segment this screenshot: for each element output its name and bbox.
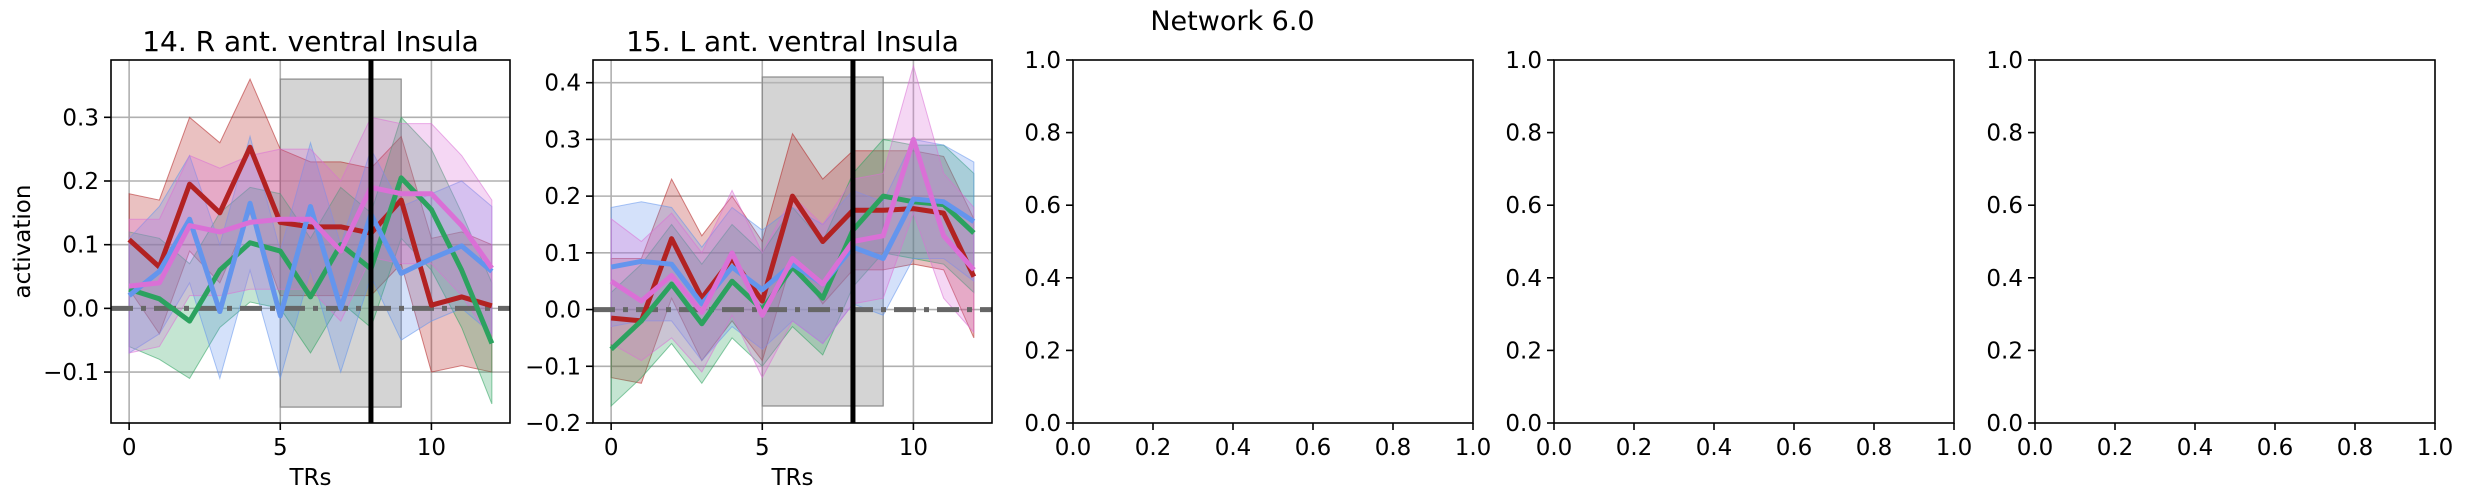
y-tick-label: 0.8 xyxy=(1505,121,1542,147)
y-tick-label: 0.2 xyxy=(62,169,99,195)
y-tick-label: 0.4 xyxy=(544,71,581,97)
y-tick-label: 0.1 xyxy=(544,241,581,267)
y-tick-label: 0.2 xyxy=(1986,338,2023,364)
axes-frame xyxy=(2034,59,2436,424)
panel-3: 0.0 0.2 0.4 0.6 0.8 1.0 0.0 0.2 0.4 0.6 0.8 1.0 xyxy=(1024,48,1491,461)
y-tick-label: 1.0 xyxy=(1986,48,2023,74)
y-tick-label: 0.8 xyxy=(1986,121,2023,147)
x-tick-label: 0.2 xyxy=(2097,435,2134,461)
panel-2: 0 5 10 −0.2 −0.1 0.0 0.1 0.2 0.3 0.4 15. L ant. ve… xyxy=(525,25,993,491)
y-tick-label: 1.0 xyxy=(1024,48,1061,74)
x-tick-label: 0 xyxy=(122,435,137,461)
plot-area xyxy=(111,60,510,423)
x-tick-label: 0.2 xyxy=(1616,435,1653,461)
x-tick-label: 10 xyxy=(899,435,928,461)
series-line-blue xyxy=(127,200,494,319)
x-tick-label: 5 xyxy=(755,435,770,461)
y-tick-label: 0.4 xyxy=(1986,266,2023,292)
y-tick-label: 0.0 xyxy=(1024,411,1061,437)
panel-5: 0.0 0.2 0.4 0.6 0.8 1.0 0.0 0.2 0.4 0.6 0.8 1.0 xyxy=(1986,48,2453,461)
series-line-green xyxy=(128,175,495,345)
plot-area xyxy=(593,60,992,423)
y-tick-label: 0.4 xyxy=(1024,266,1061,292)
y-axis-label: activation xyxy=(10,185,36,299)
y-tick-label: −0.1 xyxy=(43,360,99,386)
y-tick-label: −0.2 xyxy=(525,411,581,437)
y-tick-label: 0.0 xyxy=(1505,411,1542,437)
y-tick-label: 0.4 xyxy=(1505,266,1542,292)
series-line-violet xyxy=(128,184,494,289)
x-tick-label: 0.0 xyxy=(1536,435,1573,461)
confidence-band-green xyxy=(128,116,493,405)
x-tick-label: 0 xyxy=(604,435,619,461)
series-line-violet xyxy=(609,136,976,318)
y-tick-label: 1.0 xyxy=(1505,48,1542,74)
y-tick-label: 0.3 xyxy=(62,105,99,131)
y-tick-label: 0.8 xyxy=(1024,121,1061,147)
x-tick-label: 5 xyxy=(273,435,288,461)
x-tick-label: 0.6 xyxy=(2257,435,2294,461)
y-tick-label: −0.1 xyxy=(525,354,581,380)
y-tick-label: 0.6 xyxy=(1024,193,1061,219)
y-tick-label: 0.6 xyxy=(1986,193,2023,219)
x-tick-label: 0.2 xyxy=(1135,435,1172,461)
x-tick-label: 1.0 xyxy=(1936,435,1973,461)
y-tick-label: 0.2 xyxy=(1024,338,1061,364)
y-tick-label: 0.1 xyxy=(62,233,99,259)
y-tick-label: 0.2 xyxy=(544,184,581,210)
x-tick-label: 0.8 xyxy=(2337,435,2374,461)
axes-frame xyxy=(1072,59,1474,424)
x-tick-label: 0.4 xyxy=(2177,435,2214,461)
x-tick-label: 0.4 xyxy=(1696,435,1733,461)
panel-1: 0 5 10 −0.1 0.0 0.1 0.2 0.3 14. R ant. ventral I… xyxy=(10,25,511,491)
x-tick-label: 0.8 xyxy=(1375,435,1412,461)
y-tick-label: 0.0 xyxy=(62,296,99,322)
axes-frame xyxy=(110,59,511,424)
panel-title: 14. R ant. ventral Insula xyxy=(142,25,479,58)
series-line-blue xyxy=(610,196,976,307)
figure-suptitle: Network 6.0 xyxy=(1150,6,1315,37)
x-axis-label: TRs xyxy=(288,465,331,491)
y-tick-label: 0.6 xyxy=(1505,193,1542,219)
panel-title: 15. L ant. ventral Insula xyxy=(626,25,959,58)
series-line-red xyxy=(127,144,493,309)
y-tick-label: 0.0 xyxy=(544,298,581,324)
x-tick-label: 0.6 xyxy=(1776,435,1813,461)
y-tick-label: 0.3 xyxy=(544,127,581,153)
x-tick-label: 1.0 xyxy=(1455,435,1492,461)
series-line-red xyxy=(610,193,977,324)
y-tick-label: 0.2 xyxy=(1505,338,1542,364)
x-tick-label: 0.0 xyxy=(2017,435,2054,461)
x-tick-label: 0.8 xyxy=(1856,435,1893,461)
x-tick-label: 0.0 xyxy=(1055,435,1092,461)
panel-4: 0.0 0.2 0.4 0.6 0.8 1.0 0.0 0.2 0.4 0.6 0.8 1.0 xyxy=(1505,48,1972,461)
axes-frame xyxy=(592,59,993,424)
x-tick-label: 1.0 xyxy=(2417,435,2454,461)
x-tick-label: 0.6 xyxy=(1295,435,1332,461)
x-tick-label: 10 xyxy=(417,435,446,461)
y-tick-label: 0.0 xyxy=(1986,411,2023,437)
x-tick-label: 0.4 xyxy=(1215,435,1252,461)
axes-frame xyxy=(1553,59,1955,424)
x-axis-label: TRs xyxy=(770,465,813,491)
